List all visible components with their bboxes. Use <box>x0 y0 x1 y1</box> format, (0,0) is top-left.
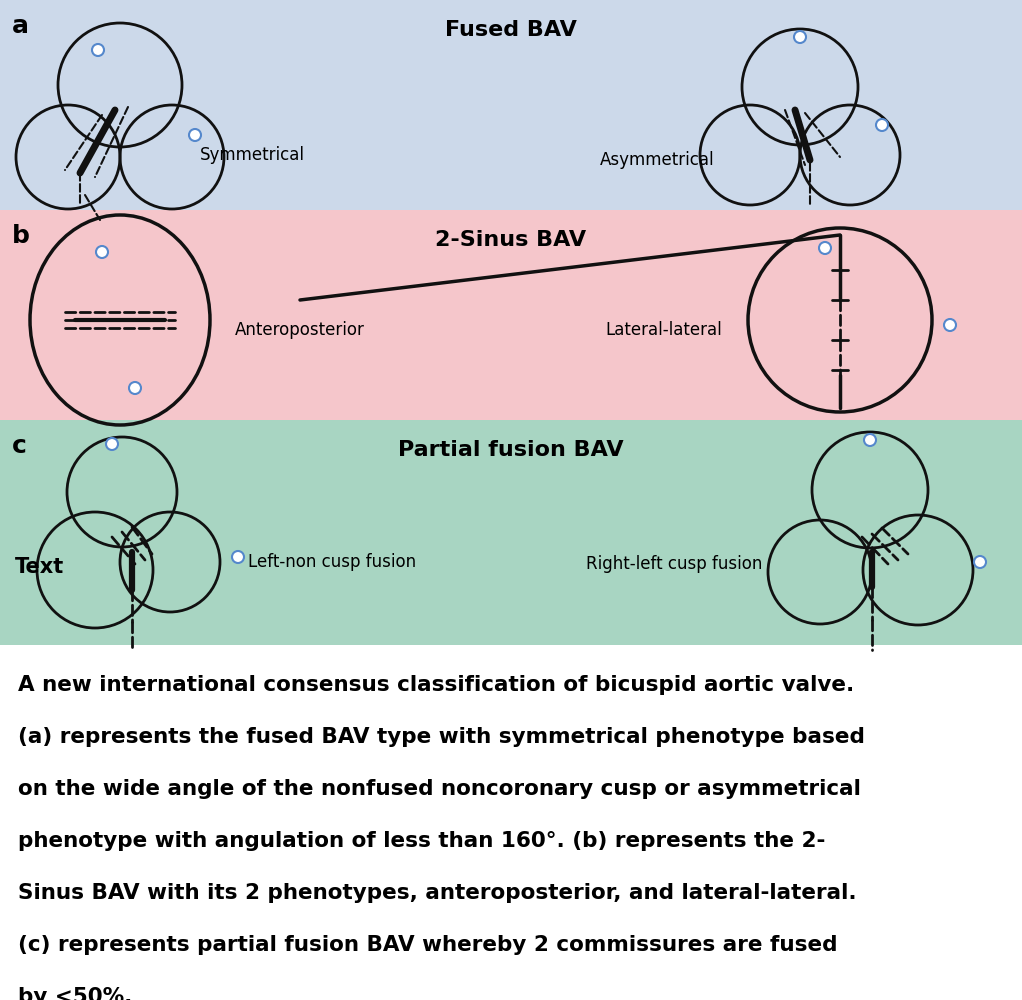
Circle shape <box>974 556 986 568</box>
Text: b: b <box>12 224 30 248</box>
Text: Sinus BAV with its 2 phenotypes, anteroposterior, and lateral-lateral.: Sinus BAV with its 2 phenotypes, anterop… <box>18 883 856 903</box>
Text: A new international consensus classification of bicuspid aortic valve.: A new international consensus classifica… <box>18 675 854 695</box>
Text: phenotype with angulation of less than 160°. (b) represents the 2-: phenotype with angulation of less than 1… <box>18 831 826 851</box>
Circle shape <box>92 44 104 56</box>
Bar <box>0 420 1022 645</box>
Text: 2-Sinus BAV: 2-Sinus BAV <box>435 230 587 250</box>
Text: Left-non cusp fusion: Left-non cusp fusion <box>248 553 416 571</box>
Text: Anteroposterior: Anteroposterior <box>235 321 365 339</box>
Circle shape <box>129 382 141 394</box>
Circle shape <box>96 246 108 258</box>
Text: Symmetrical: Symmetrical <box>200 146 305 164</box>
Circle shape <box>794 31 806 43</box>
Text: c: c <box>12 434 27 458</box>
Text: (c) represents partial fusion BAV whereby 2 commissures are fused: (c) represents partial fusion BAV whereb… <box>18 935 837 955</box>
Text: Lateral-lateral: Lateral-lateral <box>605 321 722 339</box>
Text: on the wide angle of the nonfused noncoronary cusp or asymmetrical: on the wide angle of the nonfused noncor… <box>18 779 861 799</box>
Text: (a) represents the fused BAV type with symmetrical phenotype based: (a) represents the fused BAV type with s… <box>18 727 865 747</box>
Text: Text: Text <box>15 557 64 577</box>
Circle shape <box>819 242 831 254</box>
Text: Right-left cusp fusion: Right-left cusp fusion <box>586 555 762 573</box>
Text: by <50%.: by <50%. <box>18 987 133 1000</box>
Text: Asymmetrical: Asymmetrical <box>600 151 715 169</box>
Circle shape <box>189 129 201 141</box>
Text: Fused BAV: Fused BAV <box>445 20 577 40</box>
Text: Partial fusion BAV: Partial fusion BAV <box>399 440 623 460</box>
Text: a: a <box>12 14 29 38</box>
Bar <box>0 0 1022 210</box>
Circle shape <box>232 551 244 563</box>
Circle shape <box>864 434 876 446</box>
Circle shape <box>106 438 118 450</box>
Circle shape <box>876 119 888 131</box>
Bar <box>0 210 1022 420</box>
Circle shape <box>944 319 956 331</box>
